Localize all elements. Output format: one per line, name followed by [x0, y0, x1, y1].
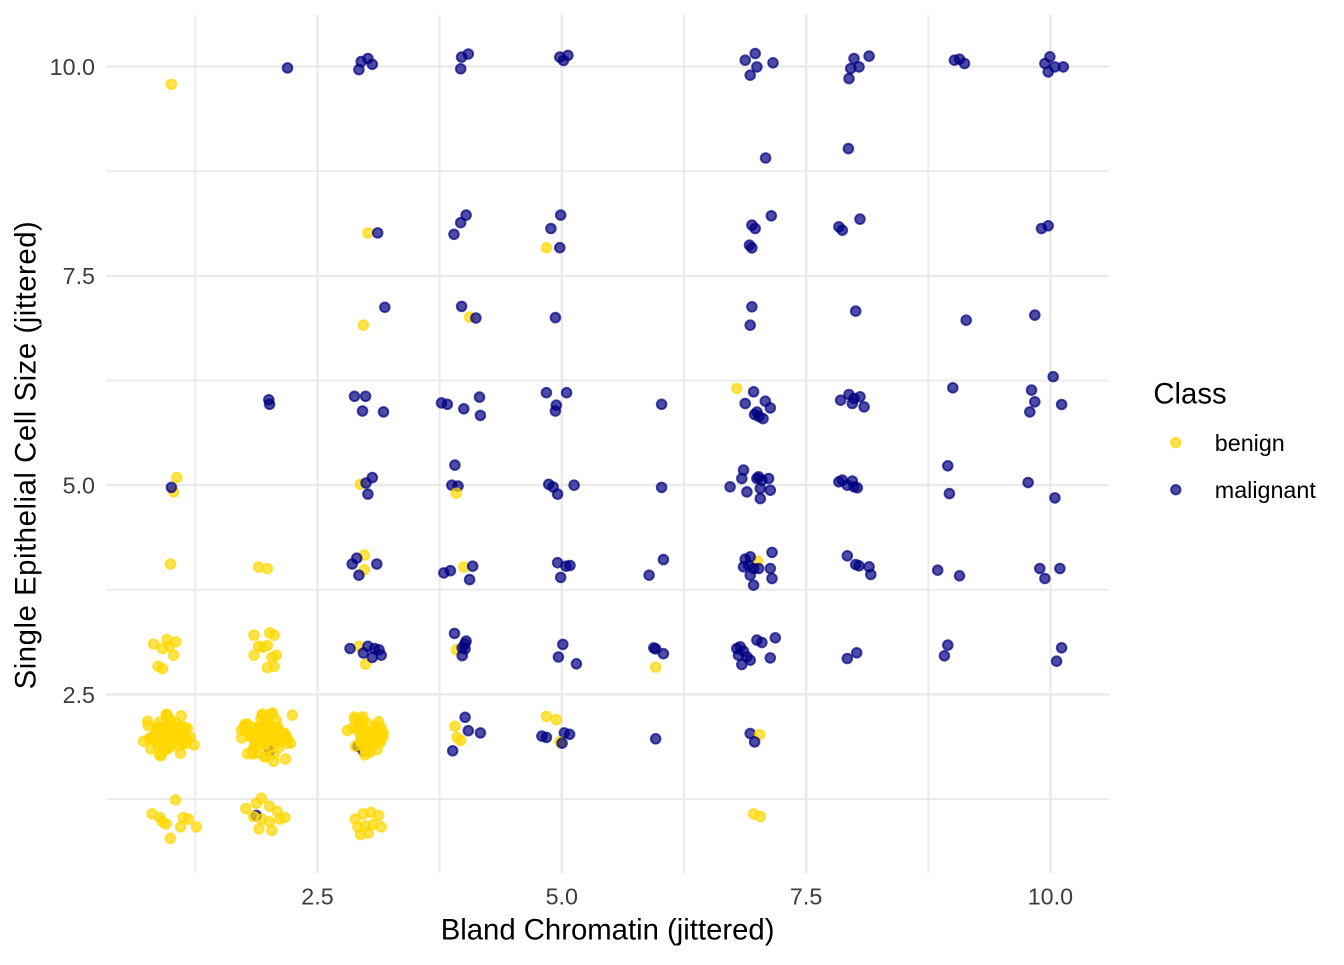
svg-text:Class: Class [1153, 378, 1226, 411]
svg-text:5.0: 5.0 [63, 473, 95, 499]
svg-text:10.0: 10.0 [50, 54, 95, 80]
svg-text:2.5: 2.5 [301, 884, 333, 910]
svg-text:7.5: 7.5 [790, 884, 822, 910]
svg-text:10.0: 10.0 [1028, 884, 1073, 910]
svg-text:7.5: 7.5 [63, 263, 95, 289]
svg-text:5.0: 5.0 [546, 884, 578, 910]
svg-text:Single Epithelial Cell Size (j: Single Epithelial Cell Size (jittered) [10, 221, 43, 690]
svg-text:2.5: 2.5 [63, 682, 95, 708]
svg-text:malignant: malignant [1215, 477, 1317, 503]
svg-text:Bland Chromatin (jittered): Bland Chromatin (jittered) [441, 914, 775, 947]
svg-text:benign: benign [1215, 430, 1285, 456]
